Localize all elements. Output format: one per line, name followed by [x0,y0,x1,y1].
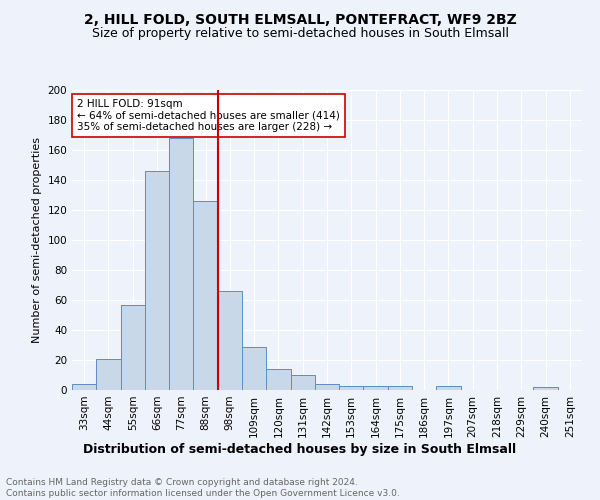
Bar [96,358,121,390]
Bar [290,375,315,390]
Text: Contains HM Land Registry data © Crown copyright and database right 2024.
Contai: Contains HM Land Registry data © Crown c… [6,478,400,498]
Bar [388,386,412,390]
Bar [339,386,364,390]
Text: Size of property relative to semi-detached houses in South Elmsall: Size of property relative to semi-detach… [91,28,509,40]
Text: 2 HILL FOLD: 91sqm
← 64% of semi-detached houses are smaller (414)
35% of semi-d: 2 HILL FOLD: 91sqm ← 64% of semi-detache… [77,99,340,132]
Bar [193,201,218,390]
Y-axis label: Number of semi-detached properties: Number of semi-detached properties [32,137,42,343]
Bar [121,304,145,390]
Bar [242,346,266,390]
Bar [218,291,242,390]
Bar [145,171,169,390]
Bar [364,386,388,390]
Bar [315,384,339,390]
Bar [72,384,96,390]
Bar [436,386,461,390]
Bar [266,369,290,390]
Bar [169,138,193,390]
Text: Distribution of semi-detached houses by size in South Elmsall: Distribution of semi-detached houses by … [83,442,517,456]
Text: 2, HILL FOLD, SOUTH ELMSALL, PONTEFRACT, WF9 2BZ: 2, HILL FOLD, SOUTH ELMSALL, PONTEFRACT,… [83,12,517,26]
Bar [533,387,558,390]
